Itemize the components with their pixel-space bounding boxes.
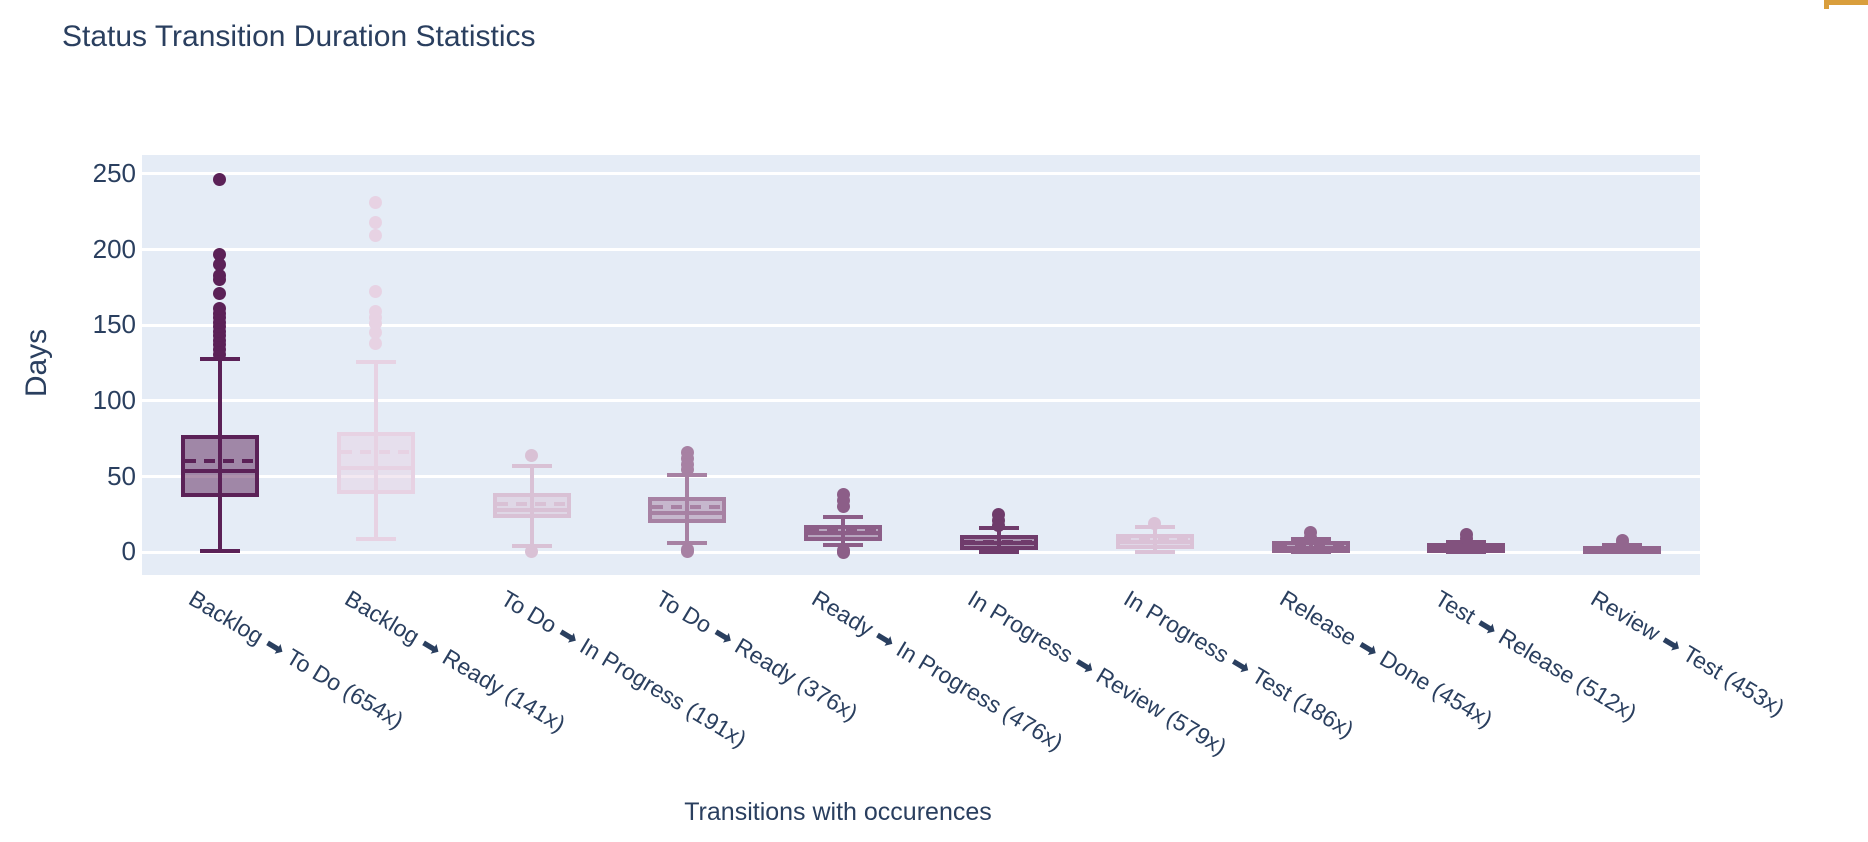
whisker-cap — [1134, 550, 1175, 555]
y-tick-label: 200 — [92, 233, 136, 264]
gridline — [142, 399, 1700, 403]
whisker-cap — [355, 536, 396, 541]
outlier-dot[interactable] — [369, 215, 383, 229]
orange-corner-decoration — [1824, 0, 1868, 5]
outlier-dot[interactable] — [525, 545, 538, 559]
mean-dashed-line — [808, 529, 879, 534]
outlier-dot[interactable] — [213, 268, 227, 282]
outlier-dot[interactable] — [992, 518, 1006, 532]
y-tick-label: 100 — [92, 384, 136, 415]
median-line — [492, 507, 571, 512]
median-line — [180, 468, 259, 473]
chart-title: Status Transition Duration Statistics — [62, 20, 536, 53]
whisker-cap — [823, 515, 864, 520]
mean-dashed-line — [1431, 545, 1502, 550]
y-tick-label: 150 — [92, 309, 136, 340]
median-line — [648, 510, 727, 515]
gridline — [142, 172, 1700, 176]
outlier-dot[interactable] — [213, 286, 227, 300]
outlier-dot[interactable] — [369, 229, 383, 243]
gridline — [142, 550, 1700, 554]
outlier-dot[interactable] — [369, 336, 383, 350]
median-line — [336, 465, 415, 470]
mean-dashed-line — [496, 501, 567, 506]
mean-dashed-line — [340, 450, 411, 455]
mean-dashed-line — [1119, 538, 1190, 543]
y-tick-label: 0 — [121, 536, 136, 567]
whisker-cap — [511, 464, 552, 469]
y-tick-label: 250 — [92, 157, 136, 188]
outlier-dot[interactable] — [369, 196, 383, 210]
outlier-dot[interactable] — [680, 462, 694, 476]
mean-dashed-line — [963, 539, 1034, 544]
gridline — [142, 248, 1700, 252]
whisker-cap — [978, 550, 1019, 555]
outlier-dot[interactable] — [213, 247, 227, 261]
outlier-dot[interactable] — [1304, 530, 1317, 544]
whisker-cap — [199, 548, 240, 553]
outlier-dot[interactable] — [1148, 517, 1162, 531]
box-plot[interactable] — [180, 435, 259, 497]
whisker-cap — [355, 359, 396, 364]
mean-dashed-line — [652, 504, 723, 509]
outlier-dot[interactable] — [213, 302, 227, 316]
x-axis-title: Transitions with occurences — [684, 798, 992, 826]
outlier-dot[interactable] — [1459, 532, 1473, 546]
outlier-dot[interactable] — [369, 285, 383, 299]
gridline — [142, 475, 1700, 479]
gridline — [142, 323, 1700, 327]
x-tick-label: To Do ➡ In Progress (191x) — [496, 585, 751, 753]
x-tick-label: In Progress ➡ Review (579x) — [963, 585, 1232, 761]
plot-area[interactable] — [142, 155, 1700, 575]
outlier-dot[interactable] — [369, 305, 383, 319]
x-tick-label: Ready ➡ In Progress (476x) — [807, 585, 1068, 756]
outlier-dot[interactable] — [836, 545, 850, 559]
outlier-dot[interactable] — [680, 545, 694, 559]
outlier-dot[interactable] — [213, 258, 227, 272]
y-tick-label: 50 — [107, 460, 136, 491]
box-plot[interactable] — [648, 497, 727, 523]
outlier-dot[interactable] — [836, 500, 850, 514]
outlier-dot[interactable] — [1615, 537, 1629, 551]
mean-dashed-line — [184, 459, 255, 464]
outlier-dot[interactable] — [213, 173, 227, 187]
mean-dashed-line — [1275, 544, 1346, 549]
outlier-dot[interactable] — [525, 448, 538, 462]
box-plot[interactable] — [336, 432, 415, 494]
